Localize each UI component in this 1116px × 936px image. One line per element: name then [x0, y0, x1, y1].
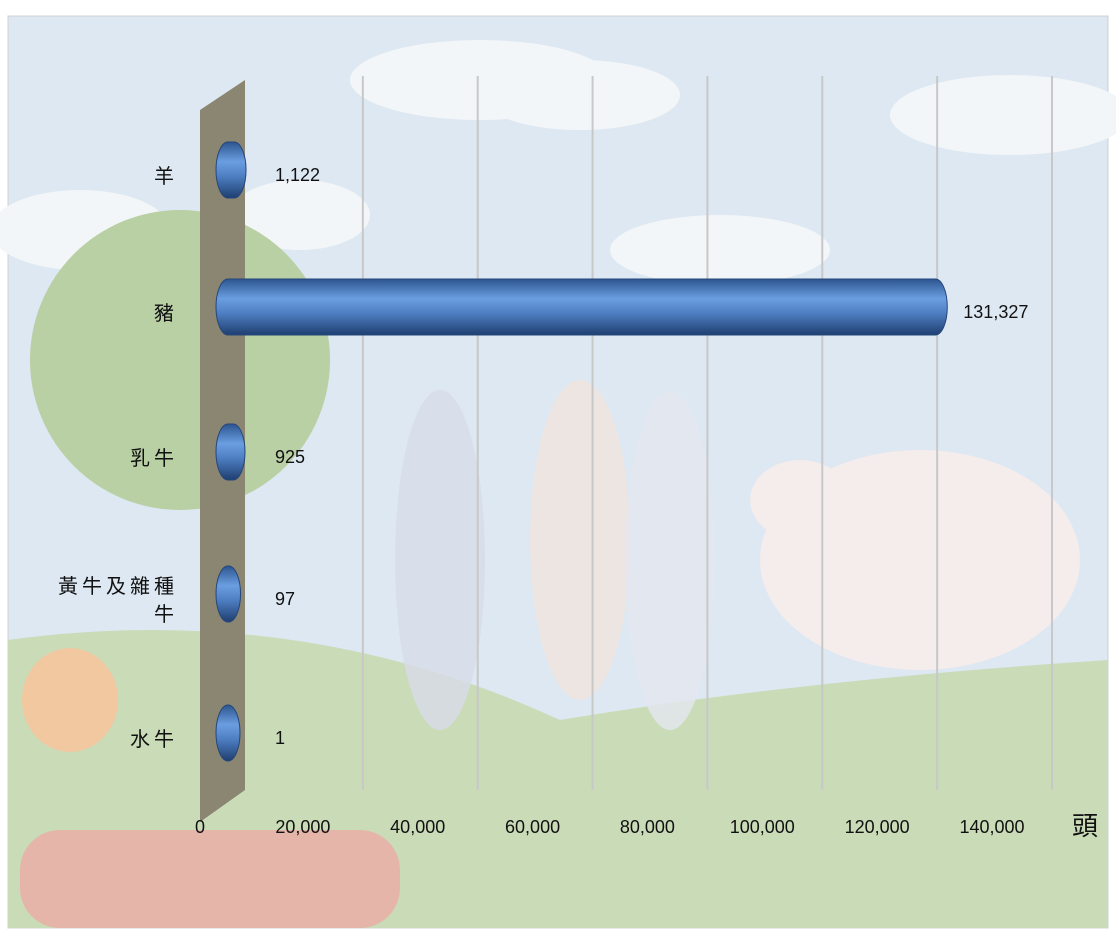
y-tick-label: 羊: [38, 162, 178, 190]
y-tick-label: 水牛: [38, 725, 178, 753]
bar: [216, 424, 245, 480]
value-label: 925: [275, 447, 305, 467]
value-label: 1: [275, 728, 285, 748]
y-tick-label: 豬: [38, 299, 178, 327]
bar: [216, 142, 246, 198]
bar: [216, 705, 240, 761]
page: 頭 0 20,000 40,000 60,000 80,000 100,000 120,00…: [0, 0, 1116, 936]
y-tick-label: 黃牛及雜種牛: [38, 572, 178, 628]
x-tick-label: 80,000: [620, 817, 675, 837]
bar: [216, 279, 947, 335]
value-label: 131,327: [963, 302, 1028, 322]
value-label: 1,122: [275, 165, 320, 185]
value-label: 97: [275, 589, 295, 609]
x-tick-label: 0: [195, 817, 205, 837]
x-axis-label: 頭: [1072, 812, 1098, 842]
x-tick-label: 100,000: [730, 817, 795, 837]
bar: [216, 566, 241, 622]
x-tick-label: 20,000: [275, 817, 330, 837]
x-tick-label: 120,000: [845, 817, 910, 837]
x-tick-label: 40,000: [390, 817, 445, 837]
background: [0, 16, 1116, 928]
y-tick-label: 乳牛: [38, 444, 178, 472]
x-tick-label: 60,000: [505, 817, 560, 837]
x-tick-label: 140,000: [959, 817, 1024, 837]
